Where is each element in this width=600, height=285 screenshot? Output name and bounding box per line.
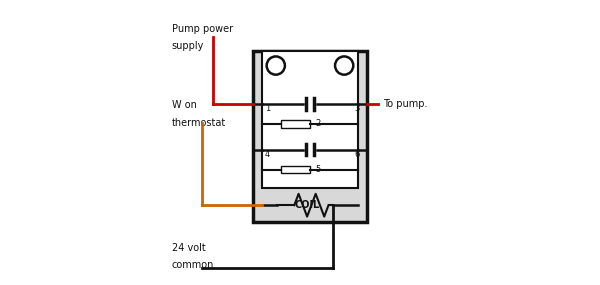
Bar (281, 120, 310, 128)
Text: 1: 1 (265, 104, 270, 113)
Text: 5: 5 (316, 165, 321, 174)
Text: To pump.: To pump. (383, 99, 427, 109)
Text: thermostat: thermostat (172, 117, 226, 128)
Bar (281, 166, 310, 173)
Text: supply: supply (172, 40, 204, 51)
Text: 24 volt: 24 volt (172, 243, 205, 253)
Bar (253, 51, 367, 222)
Text: COIL: COIL (295, 200, 320, 210)
Bar (262, 51, 358, 188)
Text: 4: 4 (265, 150, 270, 159)
Text: Pump power: Pump power (172, 23, 233, 34)
Text: W on: W on (172, 100, 197, 111)
Text: 6: 6 (354, 150, 359, 159)
Text: 2: 2 (316, 119, 321, 129)
Text: common: common (172, 260, 214, 270)
Text: 3: 3 (354, 104, 359, 113)
